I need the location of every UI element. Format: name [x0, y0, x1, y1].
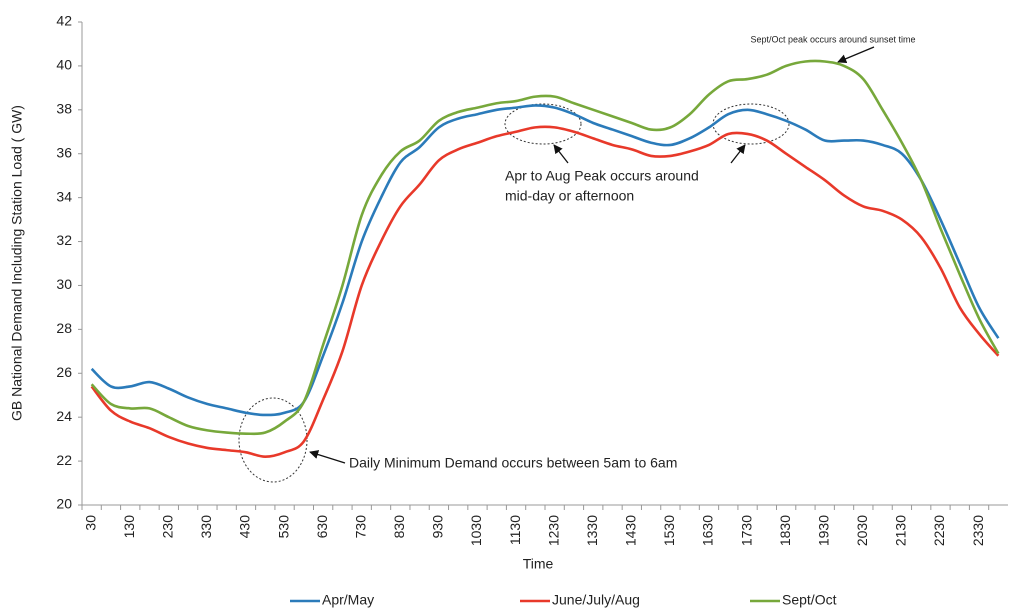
- y-tick-label: 34: [56, 188, 72, 204]
- x-tick-label: 1430: [623, 515, 639, 546]
- x-tick-label: 2330: [970, 515, 986, 546]
- x-tick-label: 2230: [931, 515, 947, 546]
- annotation: Apr to Aug Peak occurs around: [505, 168, 699, 184]
- arrow: [730, 144, 746, 164]
- y-tick-label: 42: [56, 13, 72, 29]
- x-tick-label: 1730: [738, 515, 754, 546]
- x-tick-label: 630: [314, 515, 330, 539]
- x-tick-label: 730: [352, 515, 368, 539]
- y-tick-label: 24: [56, 408, 72, 424]
- y-tick-label: 38: [56, 101, 72, 117]
- x-tick-label: 230: [160, 515, 176, 539]
- legend-label: June/July/Aug: [552, 592, 640, 608]
- x-tick-label: 1030: [468, 515, 484, 546]
- x-tick-label: 930: [430, 515, 446, 539]
- x-tick-label: 1330: [584, 515, 600, 546]
- arrow: [837, 46, 875, 64]
- y-tick-label: 20: [56, 496, 72, 512]
- y-tick-label: 32: [56, 232, 72, 248]
- annotation: Sept/Oct peak occurs around sunset time: [750, 34, 915, 44]
- x-tick-label: 1130: [507, 515, 523, 545]
- annotation: mid-day or afternoon: [505, 188, 634, 204]
- x-tick-label: 330: [198, 515, 214, 539]
- y-tick-label: 36: [56, 144, 72, 160]
- x-tick-label: 2130: [893, 515, 909, 546]
- y-tick-label: 26: [56, 364, 72, 380]
- annotation: Daily Minimum Demand occurs between 5am …: [349, 455, 677, 471]
- series-line: [90, 104, 1000, 417]
- x-tick-label: 1530: [661, 515, 677, 546]
- arrow: [309, 450, 346, 464]
- legend-label: Sept/Oct: [782, 592, 837, 608]
- x-tick-label: 130: [121, 515, 137, 539]
- legend-label: Apr/May: [322, 592, 374, 608]
- series-line: [90, 59, 1000, 436]
- x-tick-label: 530: [275, 515, 291, 539]
- x-tick-label: 1230: [545, 515, 561, 546]
- peak-ellipse: [504, 103, 582, 145]
- x-tick-label: 2030: [854, 515, 870, 546]
- x-tick-label: 830: [391, 515, 407, 539]
- x-tick-label: 430: [237, 515, 253, 539]
- series-line: [90, 125, 1000, 459]
- x-axis-label: Time: [523, 556, 554, 572]
- y-tick-label: 30: [56, 276, 72, 292]
- y-tick-label: 28: [56, 320, 72, 336]
- y-tick-label: 40: [56, 57, 72, 73]
- x-tick-label: 1630: [700, 515, 716, 546]
- y-axis-label: GB National Demand Including Station Loa…: [9, 105, 25, 421]
- arrow: [553, 144, 569, 164]
- x-tick-label: 1830: [777, 515, 793, 546]
- y-tick-label: 22: [56, 452, 72, 468]
- x-tick-label: 30: [82, 515, 98, 531]
- x-tick-label: 1930: [815, 515, 831, 546]
- min-ellipse: [238, 397, 308, 483]
